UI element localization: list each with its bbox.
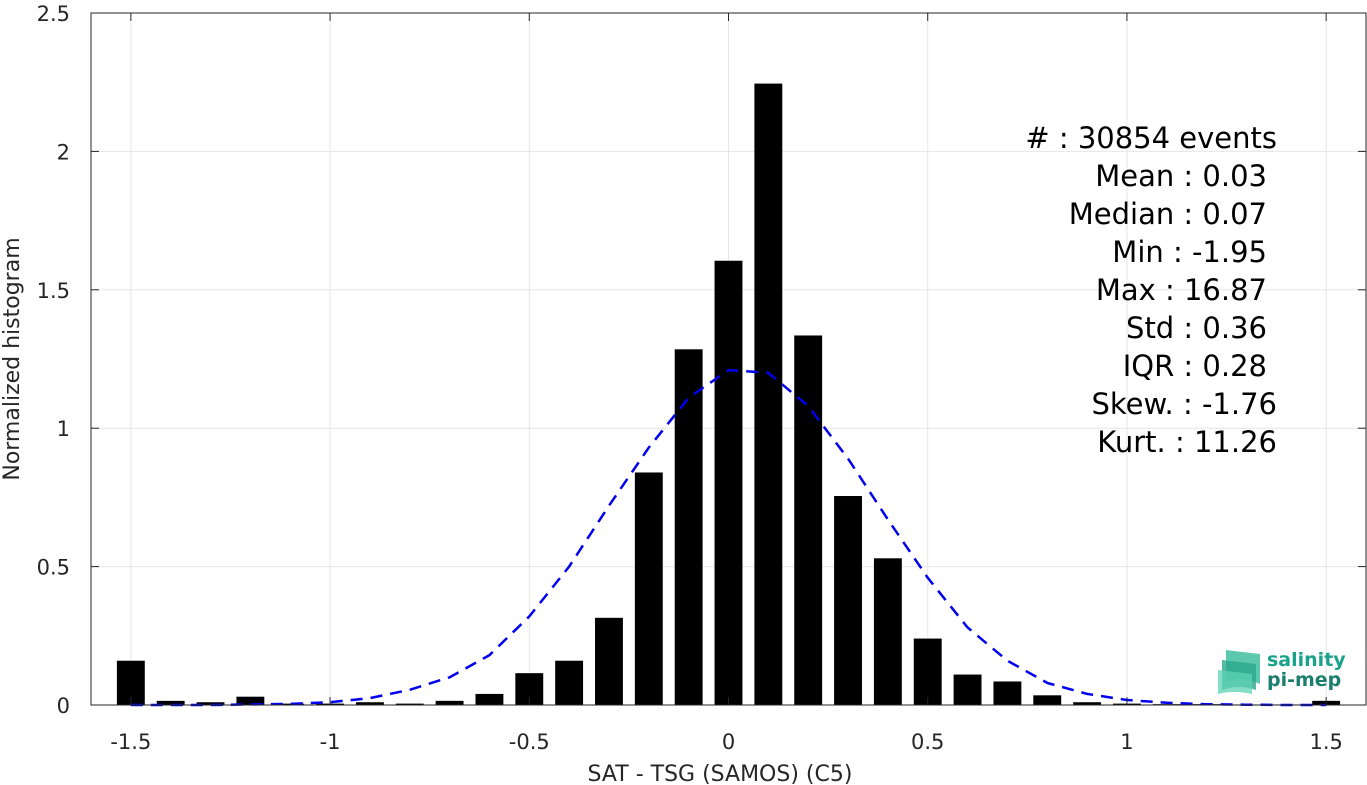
- histogram-bar: [395, 703, 424, 705]
- stat-std: Std : 0.36: [1126, 311, 1267, 345]
- stats-box: # : 30854 events Mean : 0.03 Median : 0.…: [1025, 121, 1277, 459]
- y-tick-label: 1.5: [37, 279, 70, 303]
- x-tick-labels: -1.5 -1 -0.5 0 0.5 1 1.5: [110, 730, 1343, 754]
- stat-iqr: IQR : 0.28: [1123, 349, 1267, 383]
- x-tick-label: 1: [1120, 730, 1133, 754]
- histogram-bar: [634, 472, 663, 705]
- histogram-bar: [555, 660, 584, 705]
- y-tick-label: 1: [57, 417, 70, 441]
- y-tick-label: 2.5: [37, 2, 70, 26]
- salinity-pimep-logo: salinity pi-mep: [1218, 649, 1346, 694]
- x-tick-label: 1.5: [1309, 730, 1342, 754]
- x-tick-label: -0.5: [509, 730, 550, 754]
- x-tick-label: -1.5: [110, 730, 151, 754]
- histogram-bar: [754, 83, 783, 706]
- wave-logo-icon: [1218, 650, 1260, 694]
- stat-kurt: Kurt. : 11.26: [1097, 425, 1277, 459]
- histogram-bar: [714, 260, 743, 705]
- histogram-bar: [595, 617, 623, 705]
- histogram-bar: [1073, 702, 1102, 705]
- histogram-bar: [156, 700, 185, 705]
- histogram-bar: [834, 496, 862, 705]
- histogram-bar: [236, 696, 265, 705]
- histogram-bar: [674, 349, 703, 705]
- histogram-bar: [196, 702, 225, 705]
- y-tick-label: 2: [57, 140, 70, 164]
- x-tick-label: -1: [320, 730, 341, 754]
- stat-min: Min : -1.95: [1112, 235, 1267, 269]
- stat-max: Max : 16.87: [1096, 273, 1267, 307]
- x-tick-label: 0: [722, 730, 735, 754]
- histogram-bar: [435, 700, 464, 705]
- stat-mean: Mean : 0.03: [1095, 159, 1267, 193]
- histogram-bar: [276, 703, 305, 705]
- histogram-bar: [913, 638, 942, 705]
- histogram-bar: [1033, 695, 1062, 705]
- stat-skew: Skew. : -1.76: [1091, 387, 1277, 421]
- logo-line-1: salinity: [1267, 649, 1346, 671]
- stat-events: # : 30854 events: [1025, 121, 1277, 155]
- histogram-bar: [794, 335, 823, 705]
- x-axis-label: SAT - TSG (SAMOS) (C5): [588, 762, 853, 785]
- bars: [116, 83, 1341, 706]
- y-tick-label: 0.5: [37, 556, 70, 580]
- histogram-bar: [953, 674, 982, 705]
- y-axis-label: Normalized histogram: [0, 237, 25, 480]
- y-tick-labels: 0 0.5 1 1.5 2 2.5: [37, 2, 70, 718]
- logo-line-2: pi-mep: [1267, 669, 1341, 691]
- y-tick-label: 0: [57, 694, 70, 718]
- stat-median: Median : 0.07: [1069, 197, 1267, 231]
- histogram-bar: [475, 693, 504, 705]
- histogram-bar: [993, 681, 1022, 705]
- histogram-bar: [873, 558, 902, 705]
- histogram-bar: [355, 702, 384, 705]
- x-tick-label: 0.5: [911, 730, 944, 754]
- axes: [90, 12, 1367, 706]
